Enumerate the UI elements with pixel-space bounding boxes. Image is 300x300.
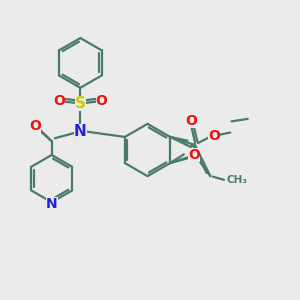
Text: O: O: [95, 94, 107, 108]
Text: S: S: [75, 97, 86, 112]
Text: N: N: [74, 124, 87, 139]
Text: O: O: [30, 118, 41, 133]
Text: O: O: [53, 94, 65, 108]
Text: O: O: [188, 148, 200, 162]
Text: O: O: [208, 129, 220, 143]
Text: O: O: [185, 114, 197, 128]
Text: N: N: [46, 196, 58, 211]
Text: CH₃: CH₃: [226, 175, 247, 185]
